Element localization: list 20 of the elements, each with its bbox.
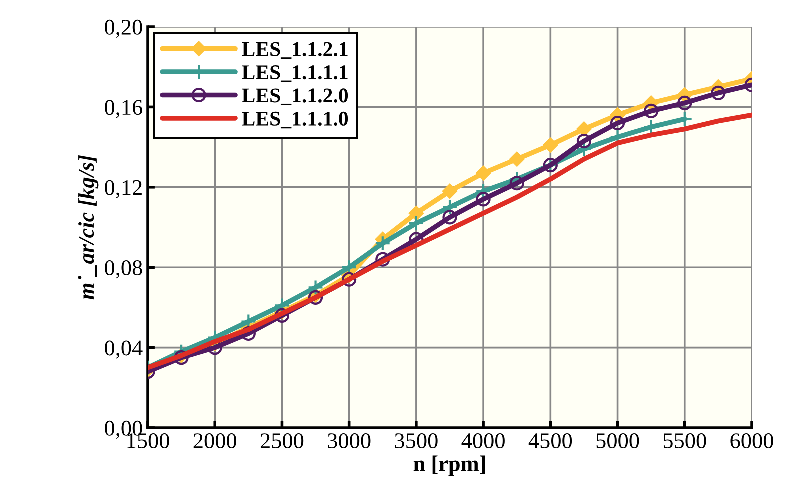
legend-label: LES_1.1.2.1 <box>242 42 348 60</box>
x-tick-label: 2000 <box>194 434 236 448</box>
x-tick-label: 4500 <box>528 434 572 448</box>
y-tick-label: 0,16 <box>105 100 142 118</box>
y-axis-title: m˙_ar/cic [kg/s] <box>78 156 99 300</box>
x-tick-label: 6000 <box>730 434 774 448</box>
legend-label: LES_1.1.1.1 <box>242 66 348 82</box>
x-tick-label: 2500 <box>260 434 304 448</box>
x-tick-label: 5500 <box>664 434 706 448</box>
y-tick-label: 0,20 <box>105 20 142 38</box>
legend-label: LES_1.1.2.0 <box>242 88 348 106</box>
y-tick-label: 0,08 <box>105 260 142 279</box>
x-tick-label: 5000 <box>596 434 640 448</box>
x-axis-title: n [rpm] <box>414 456 486 476</box>
legend-label: LES_1.1.1.0 <box>242 112 348 129</box>
y-tick-label: 0,12 <box>105 180 142 199</box>
y-tick-label: 0,04 <box>105 340 143 359</box>
x-tick-label: 3000 <box>328 434 371 448</box>
x-tick-label: 3500 <box>395 434 438 448</box>
x-tick-label: 4000 <box>462 434 505 448</box>
